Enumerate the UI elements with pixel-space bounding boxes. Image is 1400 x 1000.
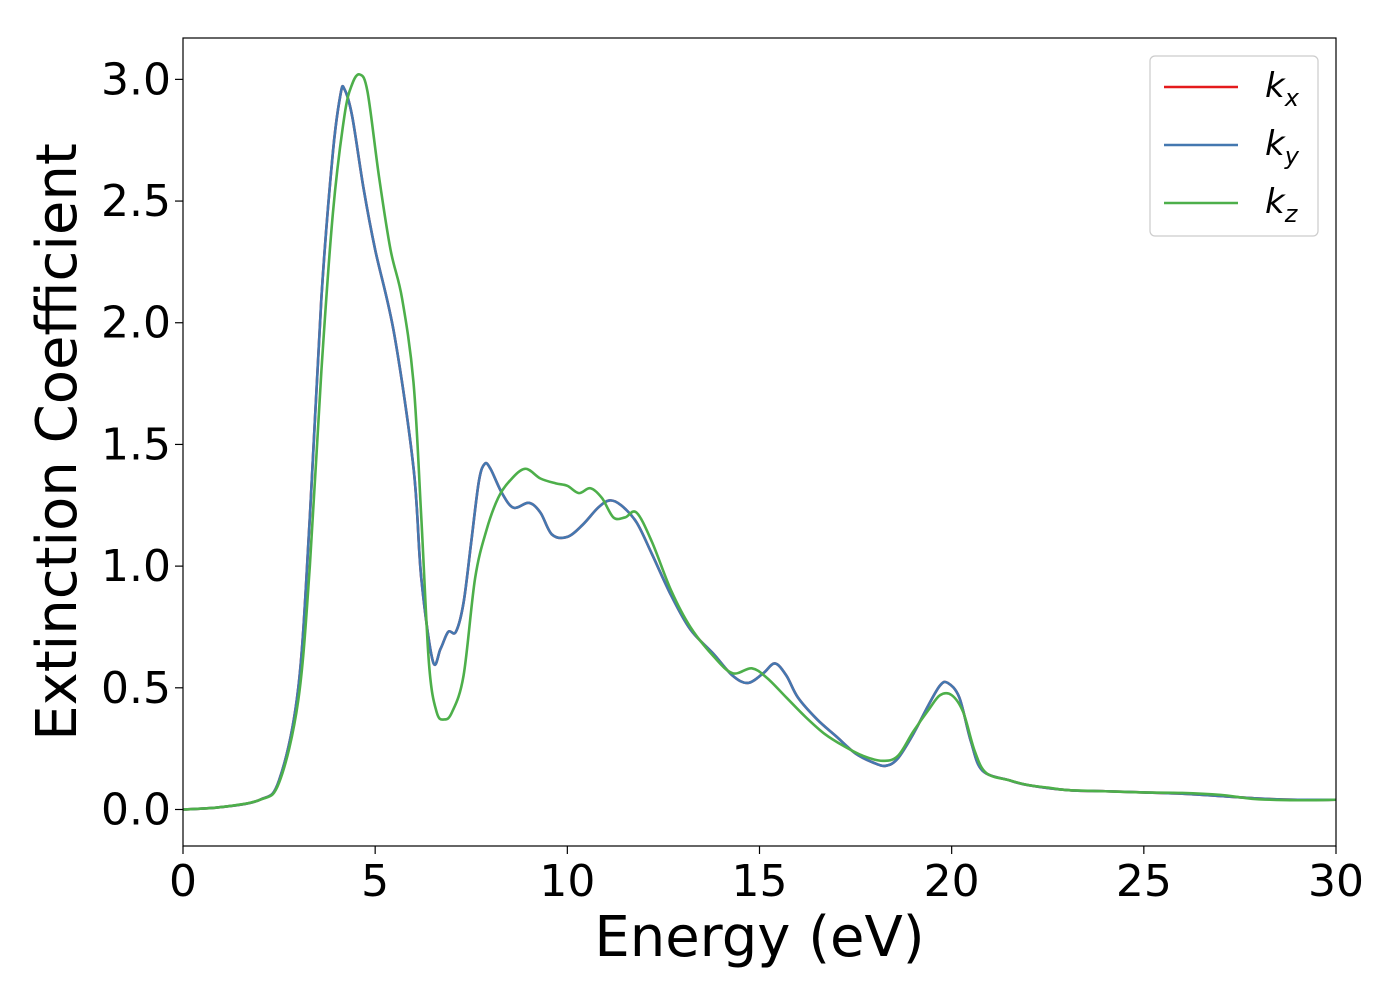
legend: kx ky kz: [1149, 55, 1319, 237]
y-axis-ticks: 0.0 0.5 1.0 1.5 2.0 2.5 3.0: [101, 54, 183, 835]
series-line-ky: [182, 84, 1337, 811]
y-tick-label: 3.0: [101, 54, 171, 105]
legend-label-kx: kx: [1265, 66, 1300, 112]
y-tick-label: 0.5: [101, 663, 171, 714]
y-tick-label: 0.0: [101, 784, 171, 835]
x-tick-label: 20: [924, 856, 980, 907]
legend-label-ky: ky: [1265, 124, 1300, 170]
y-axis-title: Extinction Coefficient: [25, 143, 90, 741]
y-tick-label: 2.0: [101, 298, 171, 349]
x-tick-label: 15: [732, 856, 788, 907]
legend-label-kz: kz: [1265, 182, 1299, 228]
y-tick-label: 1.5: [101, 419, 171, 470]
x-axis-ticks: 0 5 10 15 20 25 30: [169, 846, 1364, 907]
x-tick-label: 0: [169, 856, 197, 907]
x-tick-label: 5: [361, 856, 389, 907]
series-line-kz: [182, 73, 1337, 811]
x-axis-title: Energy (eV): [594, 905, 924, 970]
series-lines: [182, 73, 1337, 811]
x-tick-label: 30: [1308, 856, 1364, 907]
y-tick-label: 2.5: [101, 176, 171, 227]
y-tick-label: 1.0: [101, 541, 171, 592]
plot-background: [183, 38, 1336, 846]
x-tick-label: 25: [1116, 856, 1172, 907]
x-tick-label: 10: [539, 856, 595, 907]
